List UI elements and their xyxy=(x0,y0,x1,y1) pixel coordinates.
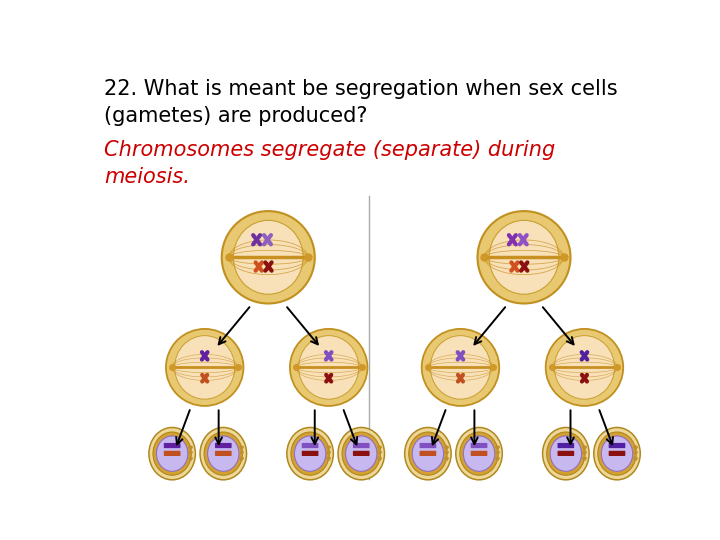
Ellipse shape xyxy=(554,336,614,399)
FancyBboxPatch shape xyxy=(353,451,369,456)
Circle shape xyxy=(422,329,499,406)
FancyBboxPatch shape xyxy=(471,451,487,456)
Ellipse shape xyxy=(233,220,303,294)
FancyBboxPatch shape xyxy=(353,443,369,448)
Text: Chromosomes segregate (separate) during
meiosis.: Chromosomes segregate (separate) during … xyxy=(104,140,555,187)
Ellipse shape xyxy=(294,436,325,471)
Ellipse shape xyxy=(299,336,359,399)
Circle shape xyxy=(222,211,315,303)
FancyBboxPatch shape xyxy=(557,443,574,448)
Ellipse shape xyxy=(207,436,239,471)
Ellipse shape xyxy=(153,432,192,475)
FancyBboxPatch shape xyxy=(557,451,574,456)
Ellipse shape xyxy=(287,428,333,480)
Ellipse shape xyxy=(149,428,195,480)
Ellipse shape xyxy=(291,432,329,475)
Text: 22. What is meant be segregation when sex cells
(gametes) are produced?: 22. What is meant be segregation when se… xyxy=(104,79,618,126)
Ellipse shape xyxy=(489,220,559,294)
Ellipse shape xyxy=(338,428,384,480)
FancyBboxPatch shape xyxy=(302,451,318,456)
Ellipse shape xyxy=(200,428,246,480)
Ellipse shape xyxy=(601,436,633,471)
Ellipse shape xyxy=(464,436,495,471)
FancyBboxPatch shape xyxy=(215,443,232,448)
Circle shape xyxy=(166,329,243,406)
Ellipse shape xyxy=(460,432,498,475)
Ellipse shape xyxy=(346,436,377,471)
Ellipse shape xyxy=(342,432,380,475)
FancyBboxPatch shape xyxy=(215,451,232,456)
Ellipse shape xyxy=(204,432,243,475)
Ellipse shape xyxy=(405,428,451,480)
FancyBboxPatch shape xyxy=(420,451,436,456)
Ellipse shape xyxy=(431,336,490,399)
FancyBboxPatch shape xyxy=(302,443,318,448)
Ellipse shape xyxy=(409,432,447,475)
Ellipse shape xyxy=(156,436,188,471)
Ellipse shape xyxy=(175,336,235,399)
Ellipse shape xyxy=(546,432,585,475)
FancyBboxPatch shape xyxy=(164,443,181,448)
FancyBboxPatch shape xyxy=(471,443,487,448)
Circle shape xyxy=(477,211,570,303)
Ellipse shape xyxy=(543,428,589,480)
Ellipse shape xyxy=(550,436,582,471)
Ellipse shape xyxy=(413,436,444,471)
FancyBboxPatch shape xyxy=(608,451,626,456)
FancyBboxPatch shape xyxy=(164,451,181,456)
Circle shape xyxy=(546,329,624,406)
Ellipse shape xyxy=(456,428,503,480)
FancyBboxPatch shape xyxy=(608,443,626,448)
Circle shape xyxy=(290,329,367,406)
FancyBboxPatch shape xyxy=(420,443,436,448)
Ellipse shape xyxy=(594,428,640,480)
Ellipse shape xyxy=(598,432,636,475)
